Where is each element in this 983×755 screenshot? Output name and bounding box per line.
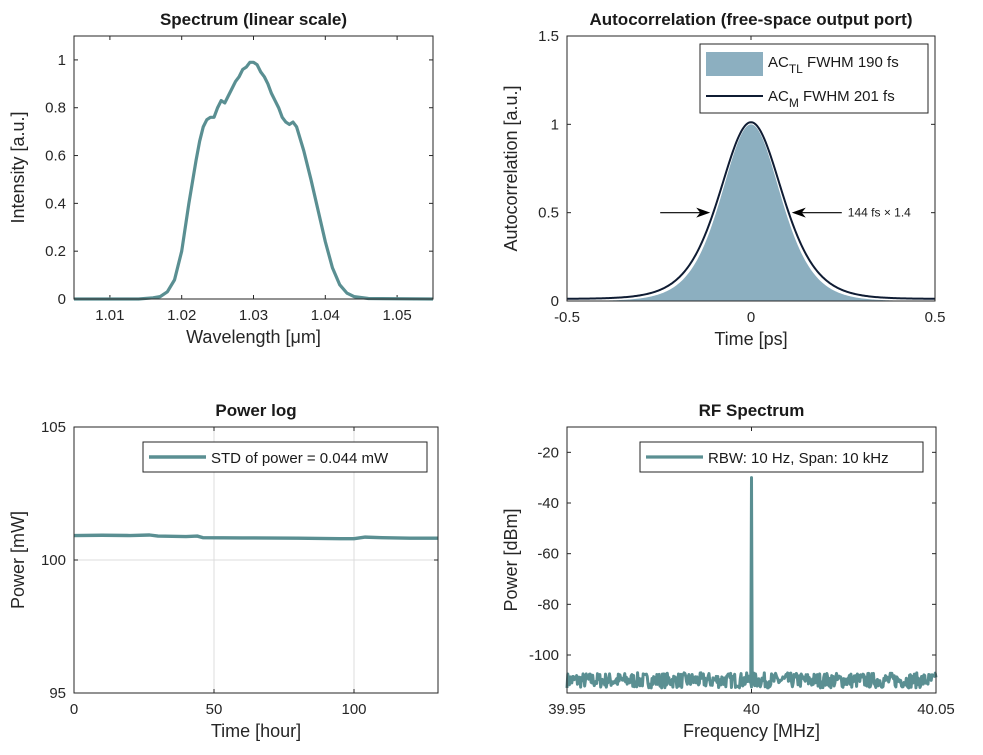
legend-entry-sub: M: [789, 96, 799, 110]
y-tick-label: -20: [537, 444, 559, 461]
y-axis-label: Autocorrelation [a.u.]: [501, 85, 521, 251]
legend-entry-rest: FWHM 201 fs: [799, 88, 895, 105]
y-tick-label: -80: [537, 596, 559, 613]
spectrum-line: [74, 60, 434, 301]
annotation-arrow-left-head: [696, 207, 711, 218]
legend-entry: ACM FWHM 201 fs: [768, 88, 895, 110]
y-tick-label: -40: [537, 495, 559, 512]
x-tick-label: 1.01: [95, 307, 124, 324]
legend-entry-sub: TL: [789, 62, 803, 76]
x-tick-label: 40.05: [917, 701, 955, 718]
legend-entry-main: AC: [768, 54, 789, 71]
y-tick-label: 0.8: [45, 100, 66, 117]
x-tick-label: 1.02: [167, 307, 196, 324]
chart-title: RF Spectrum: [699, 401, 805, 420]
y-axis-label: Power [dBm]: [501, 508, 521, 611]
y-tick-label: 0: [551, 293, 559, 310]
x-tick-label: 0: [70, 701, 78, 718]
x-tick-label: 1.04: [311, 307, 340, 324]
chart-title: Autocorrelation (free-space output port): [589, 10, 912, 29]
spectrum-panel: 1.01 1.02 1.03 1.04 1.05 0 0.2 0.4 0.6 0.8 1 Spectr…: [8, 10, 434, 347]
legend: RBW: 10 Hz, Span: 10 kHz: [639, 441, 924, 473]
y-axis-label: Power [mW]: [8, 511, 28, 609]
y-axis-label: Intensity [a.u.]: [8, 111, 28, 223]
y-tick-label: 0: [58, 291, 66, 308]
ac-m-line: [566, 121, 936, 300]
annotation-arrow-right-head: [791, 207, 806, 218]
power-log-panel: 0 50 100 95 100 105 Power log Time [hour] Power …: [8, 401, 439, 741]
y-tick-label: 0.4: [45, 195, 66, 212]
annotation-text: 144 fs × 1.4: [848, 206, 911, 220]
x-tick-label: 40: [743, 701, 760, 718]
y-tick-label: 0.2: [45, 243, 66, 260]
y-tick-label: -60: [537, 546, 559, 563]
axes-frame: [566, 35, 936, 302]
x-axis-label: Frequency [MHz]: [683, 721, 820, 741]
x-tick-label: -0.5: [554, 309, 580, 326]
x-tick-label: 0: [747, 309, 755, 326]
y-tick-label: 1: [58, 52, 66, 69]
legend-swatch-area: [706, 52, 763, 76]
x-tick-label: 50: [206, 701, 223, 718]
legend-entry-rest: FWHM 190 fs: [803, 54, 899, 71]
y-tick-label: 100: [41, 552, 66, 569]
y-tick-label: 0.6: [45, 148, 66, 165]
x-tick-label: 1.03: [239, 307, 268, 324]
y-tick-label: -100: [529, 647, 559, 664]
y-tick-label: 0.5: [538, 205, 559, 222]
axes-frame: [566, 426, 937, 694]
ac-tl-area: [567, 124, 935, 301]
x-tick-label: 1.05: [382, 307, 411, 324]
y-tick-label: 1: [551, 116, 559, 133]
y-tick-label: 1.5: [538, 28, 559, 45]
axes-frame: [73, 35, 434, 300]
x-tick-label: 0.5: [925, 309, 946, 326]
x-tick-label: 39.95: [548, 701, 586, 718]
chart-title: Power log: [215, 401, 296, 420]
legend-entry: STD of power = 0.044 mW: [211, 450, 389, 467]
y-tick-label: 95: [49, 685, 66, 702]
y-tick-label: 105: [41, 419, 66, 436]
axes-frame: [73, 426, 439, 694]
legend-entry: RBW: 10 Hz, Span: 10 kHz: [708, 450, 889, 467]
power-log-line: [73, 533, 438, 541]
x-axis-label: Wavelength [μm]: [186, 327, 321, 347]
legend-entry: ACTL FWHM 190 fs: [768, 54, 899, 76]
chart-title: Spectrum (linear scale): [160, 10, 347, 29]
x-axis-label: Time [ps]: [714, 329, 787, 349]
legend: STD of power = 0.044 mW: [142, 441, 428, 473]
rf-spectrum-panel: 39.95 40 40.05 -100 -80 -60 -40 -20 RF Spectrum F…: [501, 401, 955, 741]
x-tick-label: 100: [341, 701, 366, 718]
legend-entry-main: AC: [768, 88, 789, 105]
x-axis-label: Time [hour]: [211, 721, 301, 741]
rf-spectrum-line: [565, 476, 938, 690]
